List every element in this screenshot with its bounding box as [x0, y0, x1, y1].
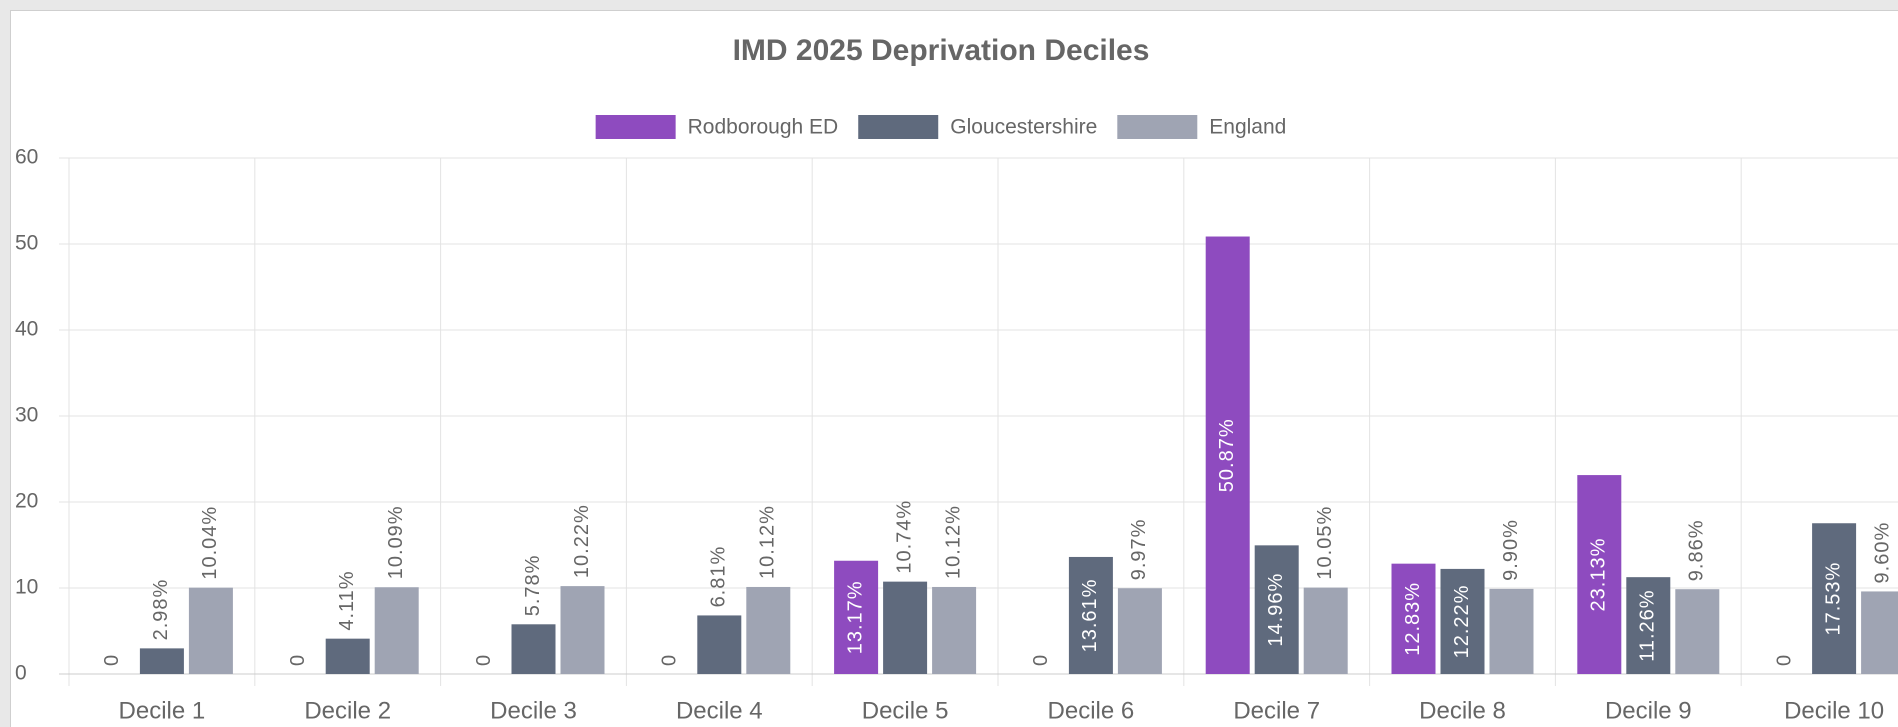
- value-label: 10.04%: [199, 506, 221, 580]
- value-label: 10.12%: [942, 505, 964, 579]
- y-tick-label: 50: [15, 232, 38, 255]
- x-tick-label: Decile 5: [862, 697, 949, 724]
- bar: [697, 615, 742, 674]
- y-tick-label: 30: [15, 404, 38, 427]
- value-label: 13.17%: [844, 580, 866, 654]
- y-tick-label: 20: [15, 490, 38, 513]
- bar: [1577, 475, 1622, 674]
- x-tick-label: Decile 10: [1784, 697, 1884, 724]
- x-tick-label: Decile 6: [1048, 697, 1135, 724]
- bar: [1675, 589, 1720, 674]
- bar: [1068, 556, 1113, 674]
- bar: [1861, 591, 1898, 674]
- value-label: 5.78%: [522, 555, 544, 617]
- bar: [1303, 587, 1348, 674]
- value-label: 9.86%: [1686, 519, 1708, 581]
- bar: [1254, 545, 1299, 674]
- value-label: 0: [1030, 654, 1052, 666]
- x-tick-label: Decile 1: [119, 697, 206, 724]
- value-label: 10.22%: [571, 504, 593, 578]
- bar: [374, 587, 419, 674]
- legend-swatch: [1117, 115, 1198, 139]
- bar: [1440, 568, 1485, 674]
- bar: [746, 586, 791, 674]
- value-label: 11.26%: [1637, 589, 1659, 661]
- x-tick-label: Decile 8: [1419, 697, 1506, 724]
- bar: [188, 587, 233, 674]
- bar: [834, 560, 879, 674]
- y-tick-label: 60: [15, 146, 38, 169]
- y-tick-label: 40: [15, 318, 38, 341]
- value-label: 13.61%: [1079, 579, 1101, 653]
- value-label: 0: [659, 654, 681, 666]
- value-label: 23.13%: [1588, 538, 1610, 612]
- value-label: 6.81%: [708, 546, 730, 608]
- legend-label: Rodborough ED: [688, 116, 839, 139]
- value-label: 4.11%: [336, 570, 358, 630]
- legend-swatch: [858, 115, 939, 139]
- value-label: 0: [287, 654, 309, 666]
- y-tick-label: 10: [15, 576, 38, 599]
- bar: [1117, 588, 1162, 674]
- x-tick-label: Decile 2: [304, 697, 391, 724]
- x-tick-label: Decile 4: [676, 697, 763, 724]
- chart: IMD 2025 Deprivation Deciles Rodborough …: [15, 34, 1898, 724]
- value-label: 50.87%: [1216, 418, 1238, 492]
- x-tick-label: Decile 3: [490, 697, 577, 724]
- bar: [1391, 563, 1436, 674]
- value-label: 9.60%: [1871, 522, 1893, 584]
- legend-swatch: [595, 115, 676, 139]
- value-label: 9.97%: [1128, 519, 1150, 581]
- value-label: 10.74%: [893, 500, 915, 574]
- chart-title: IMD 2025 Deprivation Deciles: [733, 34, 1150, 67]
- value-label: 2.98%: [150, 579, 172, 641]
- value-label: 14.96%: [1265, 573, 1287, 647]
- value-label: 10.12%: [757, 505, 779, 579]
- value-label: 17.53%: [1822, 562, 1844, 636]
- value-label: 12.83%: [1402, 582, 1424, 656]
- value-label: 10.09%: [385, 505, 407, 579]
- bar: [511, 624, 556, 674]
- bar: [139, 648, 184, 674]
- value-label: 0: [101, 654, 123, 666]
- bar: [1205, 236, 1250, 674]
- value-label: 9.90%: [1500, 519, 1522, 581]
- value-label: 12.22%: [1451, 585, 1473, 659]
- legend-label: Gloucestershire: [950, 116, 1097, 139]
- x-tick-label: Decile 7: [1233, 697, 1320, 724]
- value-label: 0: [1773, 654, 1795, 666]
- bar: [325, 638, 370, 674]
- legend-label: England: [1209, 116, 1286, 139]
- bar: [1626, 577, 1671, 674]
- bar: [1812, 523, 1857, 674]
- y-tick-label: 0: [15, 662, 27, 685]
- bar: [932, 586, 977, 674]
- value-label: 0: [473, 654, 495, 666]
- bar: [883, 581, 928, 674]
- bar: [560, 586, 605, 674]
- chart-panel: IMD 2025 Deprivation Deciles Rodborough …: [10, 10, 1898, 727]
- value-label: 10.05%: [1314, 506, 1336, 580]
- x-tick-label: Decile 9: [1605, 697, 1692, 724]
- bar: [1489, 588, 1534, 674]
